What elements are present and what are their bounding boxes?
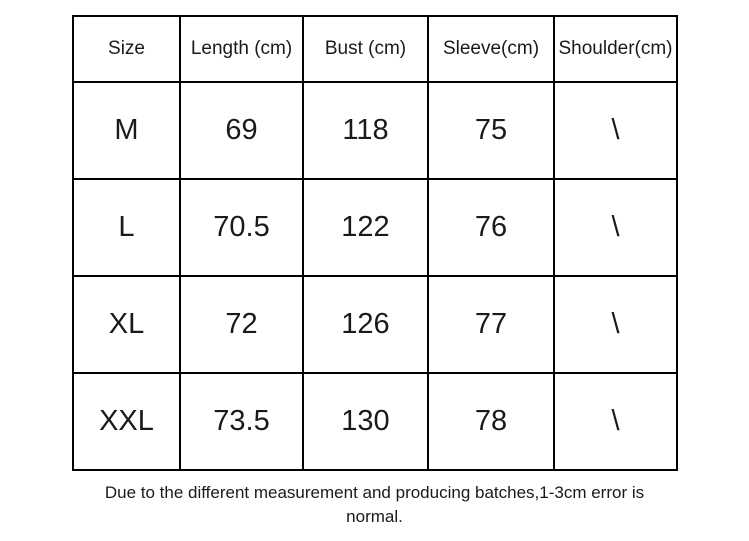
column-header-size: Size xyxy=(72,15,181,83)
cell-shoulder: \ xyxy=(553,178,678,277)
cell-length: 69 xyxy=(179,81,304,180)
measurement-note: Due to the different measurement and pro… xyxy=(0,481,749,529)
table-row-m: M 69 118 75 \ xyxy=(72,81,678,180)
cell-sleeve: 77 xyxy=(427,275,555,374)
column-header-length: Length (cm) xyxy=(179,15,304,83)
table-row-l: L 70.5 122 76 \ xyxy=(72,178,678,277)
cell-length: 70.5 xyxy=(179,178,304,277)
cell-sleeve: 76 xyxy=(427,178,555,277)
table-row-xxl: XXL 73.5 130 78 \ xyxy=(72,372,678,471)
size-chart-table: Size Length (cm) Bust (cm) Sleeve(cm) Sh… xyxy=(72,15,678,471)
column-header-shoulder: Shoulder(cm) xyxy=(553,15,678,83)
cell-shoulder: \ xyxy=(553,81,678,180)
cell-shoulder: \ xyxy=(553,275,678,374)
cell-size: XL xyxy=(72,275,181,374)
cell-bust: 126 xyxy=(302,275,429,374)
cell-length: 73.5 xyxy=(179,372,304,471)
column-header-bust: Bust (cm) xyxy=(302,15,429,83)
cell-size: M xyxy=(72,81,181,180)
cell-bust: 130 xyxy=(302,372,429,471)
measurement-note-line2: normal. xyxy=(346,507,403,526)
table-row-xl: XL 72 126 77 \ xyxy=(72,275,678,374)
cell-size: XXL xyxy=(72,372,181,471)
cell-bust: 118 xyxy=(302,81,429,180)
cell-bust: 122 xyxy=(302,178,429,277)
column-header-sleeve: Sleeve(cm) xyxy=(427,15,555,83)
cell-length: 72 xyxy=(179,275,304,374)
cell-sleeve: 78 xyxy=(427,372,555,471)
cell-size: L xyxy=(72,178,181,277)
measurement-note-line1: Due to the different measurement and pro… xyxy=(104,483,645,502)
cell-shoulder: \ xyxy=(553,372,678,471)
cell-sleeve: 75 xyxy=(427,81,555,180)
header-row: Size Length (cm) Bust (cm) Sleeve(cm) Sh… xyxy=(72,15,678,83)
